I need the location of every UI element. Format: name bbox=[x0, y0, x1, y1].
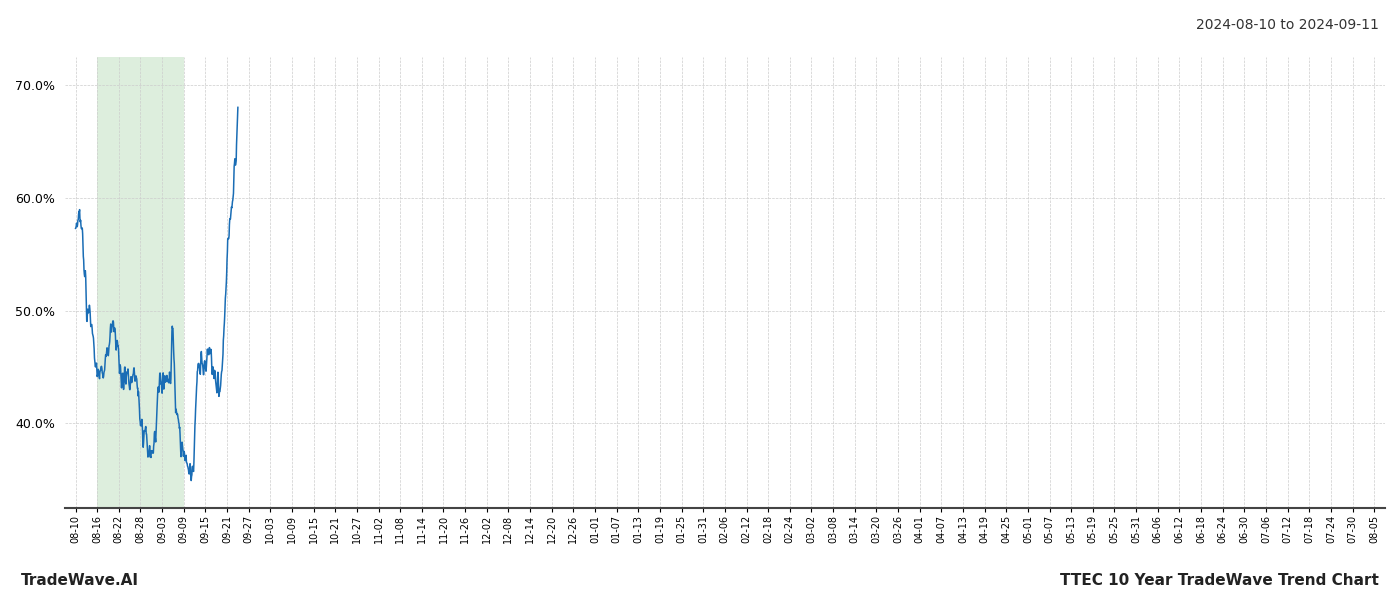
Text: 2024-08-10 to 2024-09-11: 2024-08-10 to 2024-09-11 bbox=[1196, 18, 1379, 32]
Text: TTEC 10 Year TradeWave Trend Chart: TTEC 10 Year TradeWave Trend Chart bbox=[1060, 573, 1379, 588]
Bar bbox=[97, 57, 183, 508]
Text: TradeWave.AI: TradeWave.AI bbox=[21, 573, 139, 588]
